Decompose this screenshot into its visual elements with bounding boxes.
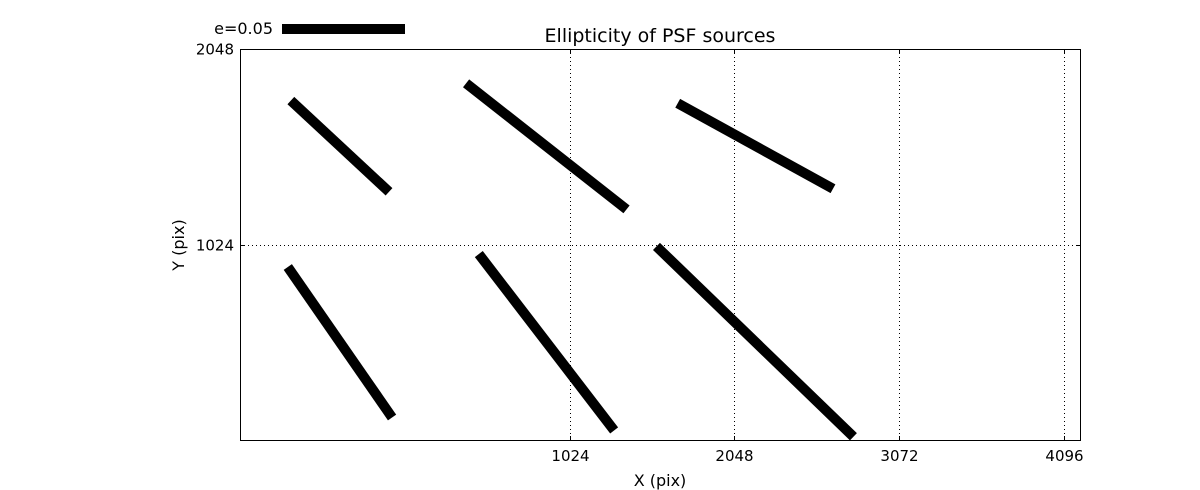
chart-title: Ellipticity of PSF sources [545,25,776,47]
x-tick-label: 4096 [1045,447,1083,465]
x-tick-label: 1024 [551,447,589,465]
ellipticity-segment [283,264,397,421]
scale-key-label: e=0.05 [214,19,273,38]
ellipticity-segment [463,79,630,214]
y-axis-label: Y (pix) [169,219,188,271]
x-axis-label: X (pix) [634,471,687,490]
scale-key: e=0.05 [214,19,405,38]
ellipticity-segment [287,96,393,196]
ellipticity-segments [283,79,857,441]
y-tick-label: 1024 [196,237,234,255]
x-tick-label: 2048 [715,447,753,465]
ellipticity-segment [474,251,619,434]
ellipticity-segment [675,98,836,194]
axis-ticks: 1024 2048 3072 4096 1024 2048 [196,41,1084,466]
ellipticity-segment [652,242,857,441]
y-tick-label: 2048 [196,41,234,59]
x-tick-label: 3072 [880,447,918,465]
